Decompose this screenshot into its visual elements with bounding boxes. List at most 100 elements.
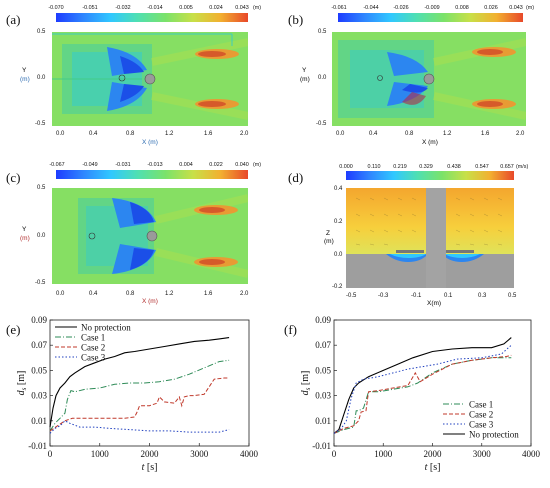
- scour-contour-map: [52, 188, 248, 284]
- panel-label: (b): [288, 12, 304, 27]
- colorbar-tick: -0.032: [115, 5, 131, 11]
- colorbar-tick: 0.004: [179, 162, 193, 168]
- series-line-no-protection: [49, 337, 230, 428]
- x-tick: 1.6: [204, 131, 213, 137]
- x-axis-label: t [s]: [142, 462, 158, 473]
- legend-label: Case 2: [81, 343, 105, 353]
- colorbar-tick: 0.657: [500, 164, 514, 170]
- panel-label: (e): [6, 322, 20, 337]
- series-line-case-3: [49, 420, 230, 434]
- colorbar-tick: -0.044: [363, 5, 379, 11]
- y-axis-label: Z: [326, 230, 330, 237]
- y-tick-label: 0.03: [315, 391, 331, 401]
- x-tick: 0.8: [405, 131, 414, 137]
- y-tick: 0.4: [334, 186, 343, 192]
- colorbar-tick: -0.049: [82, 162, 98, 168]
- x-tick: 0.0: [56, 291, 65, 297]
- y-tick: 0.2: [334, 219, 343, 225]
- colorbar-tick: -0.013: [147, 162, 163, 168]
- colorbar-tick: 0.110: [367, 164, 381, 170]
- x-tick: 1.2: [443, 131, 452, 137]
- colorbar: [346, 171, 514, 180]
- y-tick-label: 0.05: [31, 365, 47, 375]
- plot-frame: [333, 319, 532, 447]
- colorbar-tick: -0.009: [424, 5, 440, 11]
- x-tick: 2.0: [516, 131, 525, 137]
- x-tick-label: 4000: [240, 449, 259, 459]
- series-line-case-2: [49, 377, 230, 432]
- colorbar-unit: (m): [253, 162, 262, 168]
- y-tick-label: 0.01: [31, 416, 47, 426]
- x-tick: 1.6: [204, 291, 213, 297]
- series-line-case-3: [333, 344, 512, 434]
- panel-label: (d): [288, 170, 304, 185]
- colorbar-unit: (m): [526, 5, 535, 11]
- y-tick-label: -0.01: [28, 441, 47, 451]
- colorbar-tick: 0.547: [475, 164, 489, 170]
- y-axis-label: ds [m]: [16, 371, 28, 396]
- y-tick-label: 0.05: [315, 365, 331, 375]
- x-axis-label: X (m): [142, 298, 158, 305]
- y-tick: 0.5: [318, 29, 327, 35]
- y-axis-label: Y: [22, 67, 27, 74]
- x-axis-label: X(m): [427, 300, 442, 307]
- x-tick: 1.2: [165, 131, 174, 137]
- colorbar-tick: 0.026: [484, 5, 498, 11]
- panel-e: (e) -0.01 0.01 0.03 0.05 0.07 0.09 0 1000 2000 300…: [0, 312, 275, 483]
- y-axis-unit: (m): [20, 235, 30, 242]
- colorbar: [56, 13, 248, 22]
- x-tick: 0.8: [126, 131, 135, 137]
- y-tick-label: 0.09: [31, 315, 47, 325]
- series-line-no-protection: [333, 337, 512, 434]
- series-line-case-2: [333, 354, 512, 434]
- colorbar-tick: 0.438: [447, 164, 461, 170]
- x-tick-label: 1000: [374, 449, 393, 459]
- scour-contour-map: [332, 32, 526, 126]
- x-tick: 0.4: [369, 131, 378, 137]
- x-tick-label: 4000: [522, 449, 541, 459]
- x-tick: 2.0: [240, 291, 249, 297]
- colorbar-tick: 0.043: [235, 5, 249, 11]
- panel-a: (a) -0.070 -0.051 -0.032 -0.014 0.005 0.…: [0, 0, 275, 150]
- colorbar-tick: -0.070: [48, 5, 64, 11]
- colorbar-tick: 0.040: [235, 162, 249, 168]
- x-tick-label: 0: [332, 449, 337, 459]
- panel-label: (f): [284, 322, 297, 337]
- x-tick: 0.1: [444, 293, 453, 299]
- x-tick: -0.3: [378, 293, 389, 299]
- panel-b: (b) -0.061 -0.044 -0.026 -0.009 0.008 0.…: [280, 0, 550, 150]
- x-tick-label: 3000: [473, 449, 492, 459]
- y-axis-unit: (m): [300, 76, 310, 83]
- y-axis-label: ds [m]: [300, 371, 312, 396]
- x-tick: 1.6: [481, 131, 490, 137]
- y-tick-label: -0.01: [312, 441, 331, 451]
- y-tick: -0.5: [35, 280, 46, 286]
- x-tick: 1.2: [165, 291, 174, 297]
- y-tick-label: 0.03: [31, 391, 47, 401]
- colorbar: [56, 170, 248, 179]
- x-tick: 0.8: [126, 291, 135, 297]
- legend-label: Case 2: [469, 410, 493, 420]
- colorbar: [338, 13, 523, 22]
- y-axis-label: Y: [22, 226, 27, 233]
- colorbar-tick: 0.022: [209, 162, 223, 168]
- panel-d: (d) 0.000 0.110 0.219 0.329 0.438 0.547 …: [280, 156, 550, 307]
- y-tick-label: 0.07: [31, 340, 47, 350]
- y-tick: 0.0: [318, 75, 327, 81]
- x-tick: 0.3: [478, 293, 487, 299]
- scour-depth-chart-f: (f) -0.01 0.01 0.03 0.05 0.07 0.09 0 1000 2000 300…: [284, 315, 541, 473]
- colorbar-tick: 0.008: [455, 5, 469, 11]
- x-tick: 2.0: [240, 131, 249, 137]
- colorbar-tick: -0.051: [82, 5, 98, 11]
- panel-label: (c): [6, 170, 21, 185]
- panel-label: (a): [6, 12, 21, 27]
- y-axis-unit: (m): [20, 76, 30, 83]
- x-tick-label: 3000: [190, 449, 209, 459]
- y-axis-unit: (m): [324, 238, 334, 245]
- x-axis-label: X (m): [422, 139, 438, 146]
- x-axis-label: X (m): [142, 139, 158, 146]
- legend-label: Case 3: [469, 420, 494, 430]
- x-tick: -0.5: [346, 293, 357, 299]
- y-tick: -0.2: [332, 284, 343, 290]
